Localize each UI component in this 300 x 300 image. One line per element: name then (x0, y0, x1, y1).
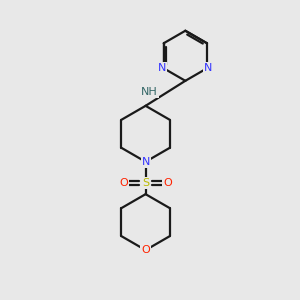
Text: O: O (163, 178, 172, 188)
Text: N: N (204, 63, 213, 73)
Text: NH: NH (141, 87, 158, 97)
Text: O: O (141, 245, 150, 255)
Text: O: O (119, 178, 128, 188)
Text: N: N (158, 63, 166, 73)
Text: S: S (142, 178, 149, 188)
Text: N: N (141, 157, 150, 167)
